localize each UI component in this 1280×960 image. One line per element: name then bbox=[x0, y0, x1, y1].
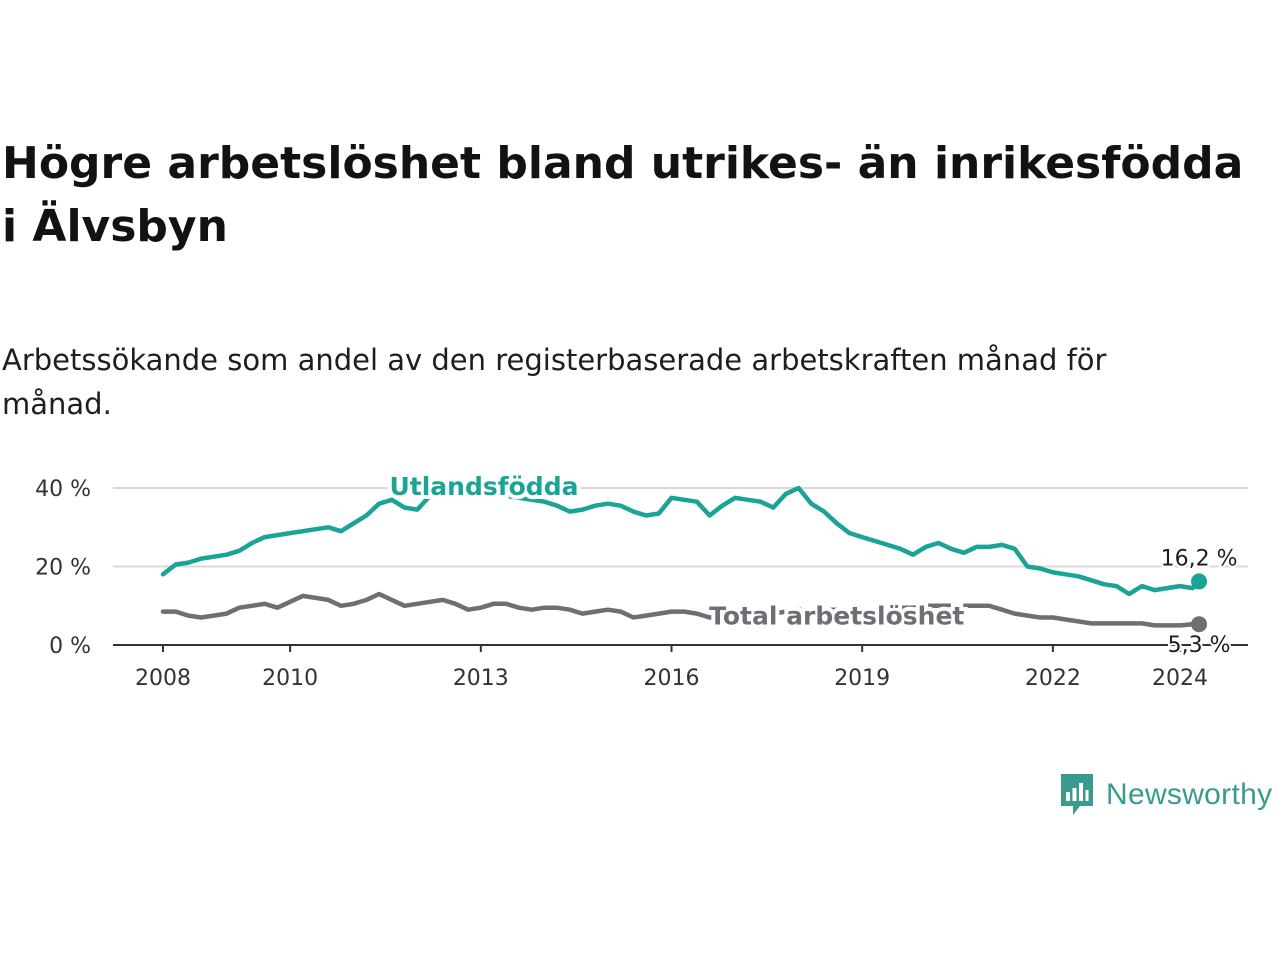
x-axis: 2008 2010 2013 2016 2019 2022 2024 bbox=[113, 644, 1248, 691]
x-tick-label: 2010 bbox=[262, 666, 318, 691]
x-tick-label: 2016 bbox=[644, 666, 700, 691]
series-name-label: Utlandsfödda bbox=[389, 472, 578, 501]
newsworthy-logo-icon bbox=[1061, 774, 1093, 815]
line-chart: 0 % 20 % 40 % 2008 2010 2013 2016 2019 2022 2024… bbox=[35, 468, 1248, 691]
x-tick-label: 2022 bbox=[1025, 666, 1081, 691]
series-line-total bbox=[160, 591, 1202, 628]
x-tick-label: 2013 bbox=[453, 666, 509, 691]
series-end-point bbox=[1191, 573, 1208, 590]
x-tick-label: 2019 bbox=[834, 666, 890, 691]
newsworthy-logo: Newsworthy bbox=[1058, 772, 1272, 818]
y-axis: 0 % 20 % 40 % bbox=[35, 477, 91, 659]
brand-name: Newsworthy bbox=[1106, 778, 1273, 811]
y-tick-label: 40 % bbox=[35, 477, 91, 502]
series-end-point bbox=[1191, 616, 1208, 633]
chart-subtitle: Arbetssökande som andel av den registerb… bbox=[2, 343, 1107, 421]
series-lines bbox=[160, 483, 1208, 633]
chart-title: Högre arbetslöshet bland utrikes- än inr… bbox=[2, 138, 1244, 252]
grid-lines bbox=[113, 487, 1248, 568]
y-tick-label: 0 % bbox=[49, 634, 91, 659]
x-tick-label: 2024 bbox=[1152, 666, 1208, 691]
series-name-label: Total arbetslöshet bbox=[709, 602, 964, 631]
series-end-value: 16,2 % bbox=[1161, 546, 1238, 571]
x-tick-label: 2008 bbox=[135, 666, 191, 691]
series-end-value: 5,3 % bbox=[1168, 633, 1231, 658]
y-tick-label: 20 % bbox=[35, 556, 91, 581]
series-labels: 16,2 % 5,3 % Utlandsfödda Total arbetslöshe… bbox=[385, 468, 1239, 660]
series-line-utlandsfodda bbox=[160, 483, 1202, 597]
